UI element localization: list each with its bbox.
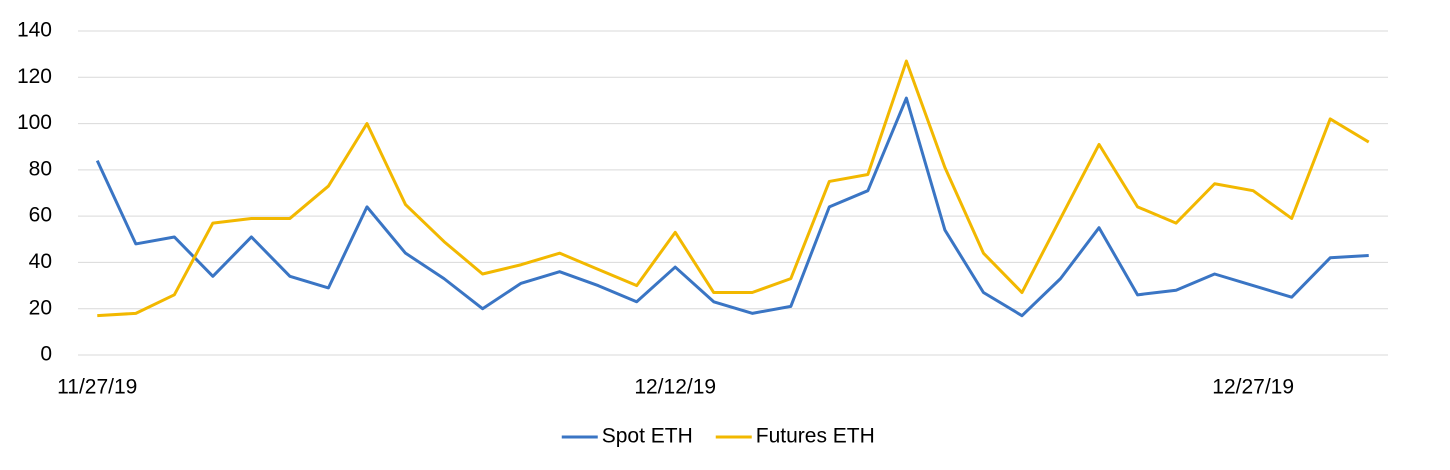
y-tick-label: 20 bbox=[29, 296, 52, 319]
y-tick-label: 120 bbox=[17, 65, 52, 88]
y-tick-label: 40 bbox=[29, 250, 52, 273]
series-line bbox=[95, 96, 1369, 318]
x-tick-label: 12/27/19 bbox=[1212, 376, 1294, 399]
x-tick-label: 12/12/19 bbox=[634, 376, 716, 399]
y-tick-label: 100 bbox=[17, 111, 52, 134]
y-tick-label: 0 bbox=[40, 343, 52, 366]
y-tick-label: 80 bbox=[29, 157, 52, 180]
x-tick-label: 11/27/19 bbox=[57, 376, 137, 399]
series-line bbox=[97, 59, 1370, 318]
legend-label: Futures ETH bbox=[756, 425, 875, 448]
y-tick-label: 140 bbox=[17, 19, 52, 42]
y-tick-label: 60 bbox=[29, 204, 52, 227]
legend-label: Spot ETH bbox=[602, 425, 693, 448]
